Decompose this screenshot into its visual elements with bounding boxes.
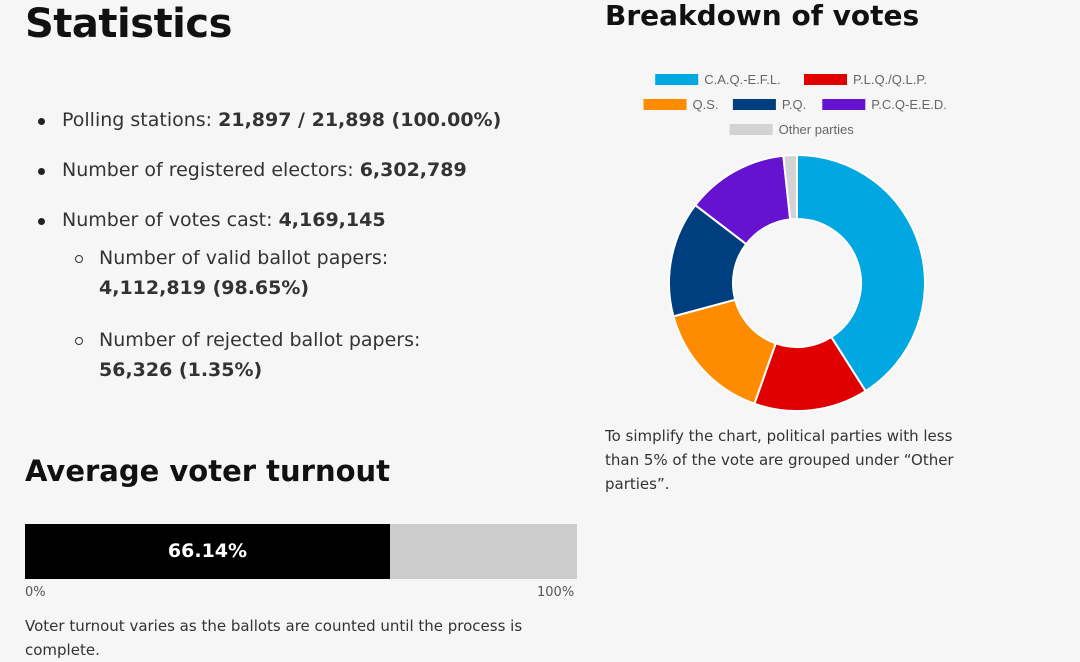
stat-valid-ballots: Number of valid ballot papers: 4,112,819… — [62, 243, 585, 303]
stat-label: Number of registered electors: — [62, 159, 354, 181]
pie-slice[interactable] — [782, 153, 798, 221]
pie-slice[interactable] — [796, 153, 926, 393]
votes-cast-sublist: Number of valid ballot papers: 4,112,819… — [62, 243, 585, 385]
legend-item[interactable]: Other parties — [729, 122, 855, 137]
turnout-progress-bar: 66.14% — [25, 524, 577, 579]
stat-registered-electors: Number of registered electors: 6,302,789 — [25, 155, 585, 185]
legend-item[interactable]: P.C.Q-E.E.D. — [822, 97, 947, 112]
stat-value: 56,326 (1.35%) — [99, 359, 263, 381]
legend-item[interactable]: P.Q. — [732, 97, 806, 112]
legend-label: P.L.Q./Q.L.P. — [853, 72, 927, 87]
page-title: Statistics — [25, 1, 232, 47]
turnout-min-label: 0% — [25, 585, 46, 600]
legend-swatch — [804, 74, 847, 85]
stat-value: 4,169,145 — [278, 209, 386, 231]
stat-label: Number of valid ballot papers: — [99, 247, 389, 269]
legend-label: P.C.Q-E.E.D. — [871, 97, 947, 112]
legend-item[interactable]: C.A.Q.-E.F.L. — [655, 72, 781, 87]
legend-swatch — [729, 124, 773, 135]
chart-title: Breakdown of votes — [605, 0, 920, 32]
legend-label: Other parties — [779, 122, 855, 137]
pie-slice[interactable] — [672, 298, 777, 405]
chart-note: To simplify the chart, political parties… — [605, 427, 954, 493]
turnout-title: Average voter turnout — [25, 454, 391, 488]
legend-swatch — [822, 99, 866, 110]
stat-label: Number of rejected ballot papers: — [99, 329, 421, 351]
stat-label: Number of votes cast: — [62, 209, 273, 231]
legend-label: P.Q. — [782, 97, 806, 112]
stat-votes-cast: Number of votes cast: 4,169,145 Number o… — [25, 205, 585, 385]
turnout-max-label: 100% — [537, 585, 575, 600]
legend-item[interactable]: P.L.Q./Q.L.P. — [804, 72, 927, 87]
legend-label: C.A.Q.-E.F.L. — [704, 72, 781, 87]
legend-swatch — [655, 74, 699, 85]
stat-label: Polling stations: — [62, 109, 213, 131]
legend-item[interactable]: Q.S. — [643, 97, 719, 112]
turnout-note: Voter turnout varies as the ballots are … — [25, 617, 523, 659]
stat-polling-stations: Polling stations: 21,897 / 21,898 (100.0… — [25, 105, 585, 135]
stat-rejected-ballots: Number of rejected ballot papers: 56,326… — [62, 325, 585, 385]
statistics-list: Polling stations: 21,897 / 21,898 (100.0… — [25, 105, 585, 407]
legend-label: Q.S. — [693, 97, 719, 112]
turnout-progress-fill — [25, 524, 390, 579]
stat-value: 4,112,819 (98.65%) — [99, 277, 310, 299]
legend-swatch — [732, 99, 776, 110]
stat-value: 6,302,789 — [359, 159, 467, 181]
legend-swatch — [643, 99, 687, 110]
votes-donut-chart: C.A.Q.-E.F.L. P.L.Q./Q.L.P. Q.S. P.Q. P.C.Q-… — [643, 72, 947, 412]
turnout-value: 66.14% — [167, 540, 248, 562]
stat-value: 21,897 / 21,898 (100.00%) — [218, 109, 502, 131]
